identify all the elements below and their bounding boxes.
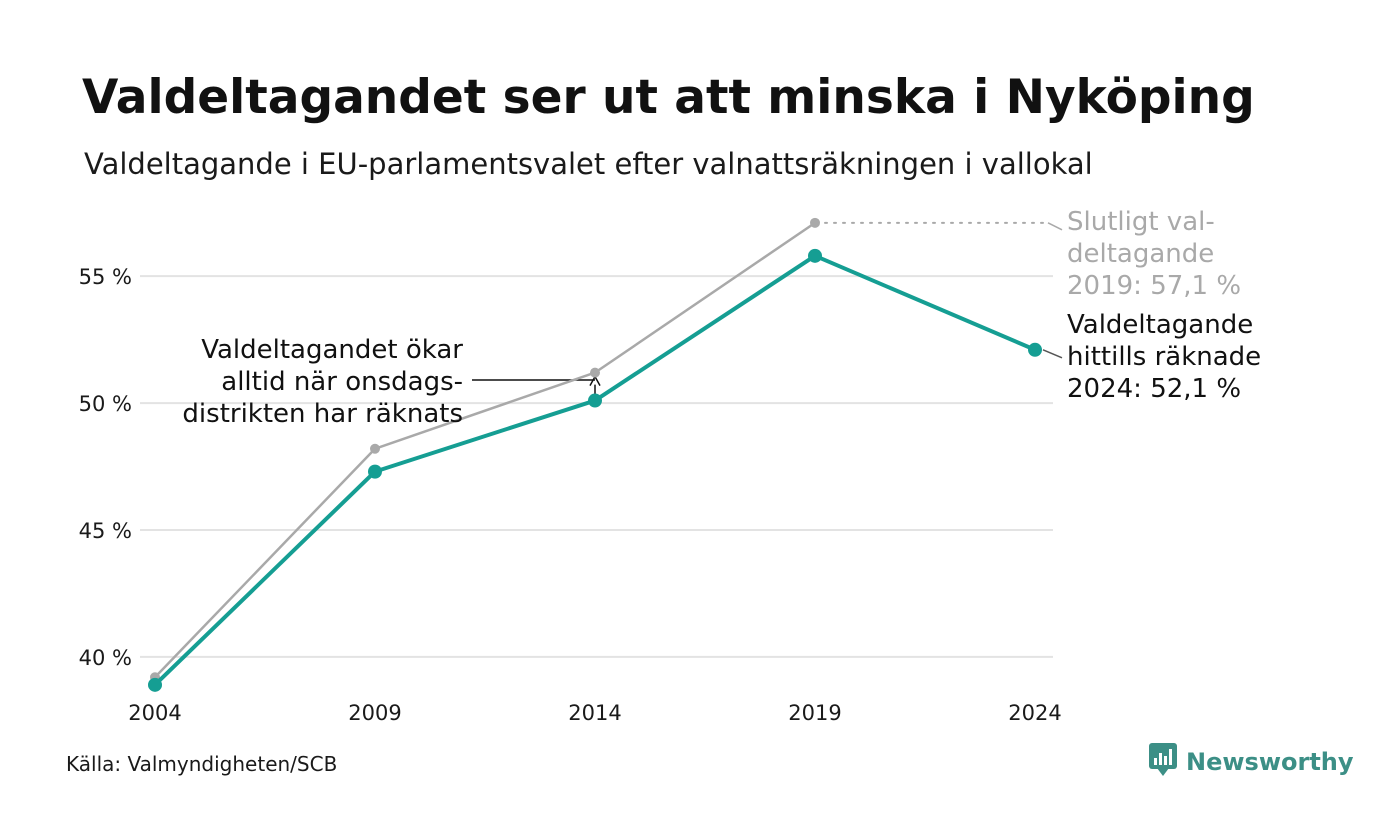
x-tick-label: 2019 [788,701,841,725]
counted-series-point [148,677,162,692]
final-series-line [153,221,817,679]
final-annotation-text: deltagande [1067,239,1214,269]
counted-annotation-text: Valdeltagande [1067,310,1253,340]
x-tick-label: 2024 [1008,701,1061,725]
counted-series-point [808,248,822,263]
y-tick-label: 45 % [79,519,132,543]
counted-leader-line [1042,349,1063,359]
y-tick-label: 55 % [79,265,132,289]
counted-annotation-text: 2024: 52,1 % [1067,374,1241,404]
brand-logo: Newsworthy [1148,742,1354,782]
counted-series-point [368,464,382,479]
counted-annotation-text: hittills räknade [1067,342,1261,372]
chart-title: Valdeltagandet ser ut att minska i Nyköp… [82,70,1255,125]
brand-name: Newsworthy [1186,748,1354,776]
note-annotation-text: distrikten har räknats [182,399,463,429]
counted-series-line [153,253,1037,687]
counted-series-point [588,393,602,408]
final-series-point [370,443,380,454]
x-tick-label: 2009 [348,701,401,725]
final-annotation-text: 2019: 57,1 % [1067,271,1241,301]
counted-series-point [1028,342,1042,357]
final-leader-tick [1047,222,1063,231]
note-annotation-text: alltid när onsdags- [221,367,463,397]
note-annotation-text: Valdeltagandet ökar [201,335,463,365]
note-arrow-head [589,375,601,386]
final-annotation-text: Slutligt val- [1067,207,1215,237]
y-tick-label: 50 % [79,392,132,416]
final-series-point [810,217,820,228]
x-tick-label: 2014 [568,701,621,725]
final-series-point [590,367,600,378]
newsworthy-logo-icon [1148,742,1178,782]
y-tick-label: 40 % [79,646,132,670]
x-tick-label: 2004 [128,701,181,725]
chart-subtitle: Valdeltagande i EU-parlamentsvalet efter… [84,147,1093,181]
source-note: Källa: Valmyndigheten/SCB [66,752,338,776]
